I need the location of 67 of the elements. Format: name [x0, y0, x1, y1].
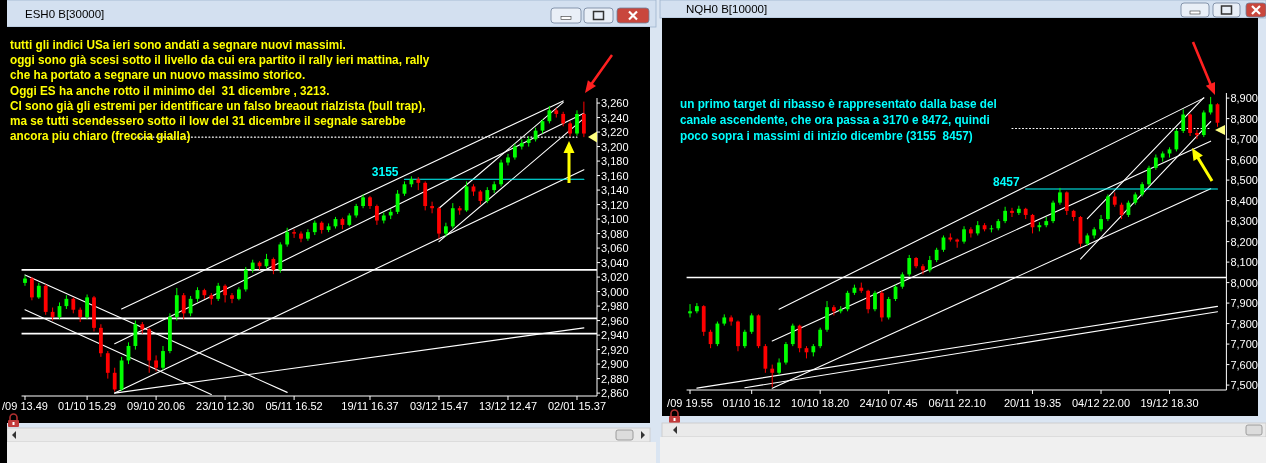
y-tick-label: 3,140 — [601, 184, 629, 197]
y-tick-label: 7,700 — [1230, 338, 1258, 351]
x-tick-label: 09/10 20.06 — [127, 400, 186, 412]
y-tick-label: 8,500 — [1230, 174, 1258, 187]
x-tick-label: /09 13.49 — [2, 400, 48, 412]
y-tick-label: 2,960 — [601, 314, 629, 327]
x-tick-label: 04/12 22.00 — [1071, 397, 1131, 409]
chart-title: ESH0 B[30000] — [25, 8, 105, 20]
series-label: 8457 — [992, 174, 1021, 189]
y-tick-label: 8,100 — [1230, 256, 1258, 269]
x-tick-label: 10/10 18.20 — [791, 397, 850, 409]
annotation: poco sopra i massimi di inizio dicembre (3155 8457) — [680, 128, 973, 144]
y-tick-label: 8,900 — [1230, 92, 1258, 105]
y-tick-label: 3,080 — [601, 227, 629, 240]
y-tick-label: 3,020 — [601, 271, 629, 284]
annotation: canale ascendente, che ora passa a 3170 e 8472, quindi — [680, 112, 990, 128]
text: tutti gli indici USa ieri sono andati a segnare nuovi massimi. — [10, 37, 346, 52]
text: che ha portato a segnare un nuovo massimo storico. — [10, 68, 306, 83]
y-tick-label: 8,200 — [1230, 235, 1258, 248]
annotation: CI sono già gli estremi per identificare un falso breaout rialzista (bull trap), — [10, 98, 426, 113]
y-tick-label: 8,600 — [1230, 153, 1258, 166]
y-tick-label: 3,180 — [601, 155, 629, 168]
y-tick-label: 3,160 — [601, 169, 629, 182]
y-tick-label: 3,120 — [601, 198, 629, 211]
chart-title: NQH0 B[10000] — [686, 3, 768, 15]
y-tick-label: 3,040 — [601, 256, 629, 269]
x-tick-label: 20/11 19.35 — [1003, 397, 1062, 409]
y-tick-label: 2,860 — [601, 387, 629, 400]
y-tick-label: 8,000 — [1230, 276, 1258, 289]
y-tick-label: 8,800 — [1230, 112, 1258, 125]
y-tick-label: 7,900 — [1230, 297, 1258, 310]
y-tick-label: 3,000 — [601, 285, 629, 298]
y-tick-label: 3,220 — [601, 126, 629, 139]
y-tick-label: 8,400 — [1230, 194, 1258, 207]
x-tick-label: 19/11 16.37 — [341, 400, 399, 412]
x-tick-label: 01/10 16.12 — [722, 397, 781, 409]
x-tick-label: 06/11 22.10 — [928, 397, 986, 409]
x-tick-label: 19/12 18.30 — [1140, 397, 1199, 409]
x-tick-label: 24/10 07.45 — [859, 397, 918, 409]
y-tick-label: 2,920 — [601, 343, 629, 356]
y-tick-label: 3,060 — [601, 242, 629, 255]
y-tick-label: 2,980 — [601, 300, 629, 313]
y-tick-label: 3,240 — [601, 111, 629, 124]
text: oggi sono già scesi sotto il livello da cui era partito il rally ieri mattina, rally — [10, 52, 430, 67]
annotation: ma se tutti scendessero sotto il low del 31 dicembre il segnale sarebbe — [10, 114, 407, 129]
y-tick-label: 2,940 — [601, 329, 629, 342]
x-tick-label: 02/01 15.37 — [547, 400, 607, 412]
x-tick-label: /09 19.55 — [667, 397, 713, 409]
y-tick-label: 7,500 — [1230, 379, 1258, 392]
y-tick-label: 3,200 — [601, 140, 629, 153]
y-tick-label: 3,100 — [601, 213, 629, 226]
y-tick-label: 2,900 — [601, 358, 629, 371]
x-tick-label: 23/10 12.30 — [196, 400, 255, 412]
y-tick-label: 7,600 — [1230, 358, 1258, 371]
y-tick-label: 8,300 — [1230, 215, 1258, 228]
series-label: 3155 — [371, 165, 399, 180]
x-tick-label: 13/12 12.47 — [478, 400, 538, 412]
annotation: un primo target di ribasso è rappresentato dalla base del — [680, 96, 997, 112]
text: Oggi ES ha anche rotto il minimo del 31 dicembre , 3213. — [10, 83, 330, 98]
y-tick-label: 3,260 — [601, 97, 629, 110]
y-tick-label: 2,880 — [601, 372, 629, 385]
y-tick-label: 7,800 — [1230, 317, 1258, 330]
x-tick-label: 05/11 16.52 — [265, 400, 323, 412]
annotation: ancora piu chiaro (freccia gialla) — [10, 129, 191, 144]
x-tick-label: 01/10 15.29 — [58, 400, 117, 412]
x-tick-label: 03/12 15.47 — [409, 400, 469, 412]
y-tick-label: 8,700 — [1230, 133, 1258, 146]
